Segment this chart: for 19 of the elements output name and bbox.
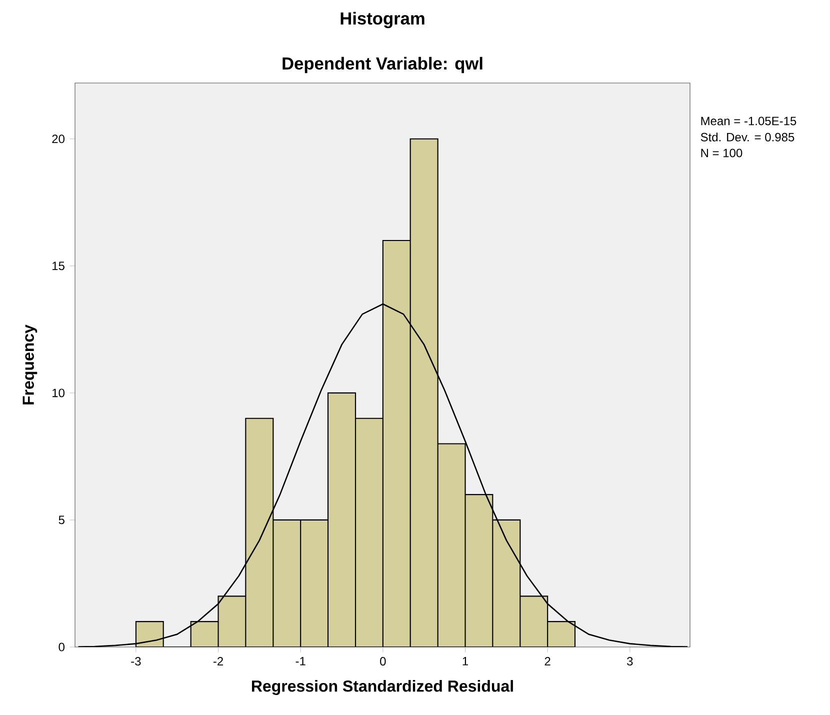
y-tick-label: 10 bbox=[52, 388, 64, 398]
y-tick-label: 5 bbox=[58, 516, 64, 524]
x-tick-label: 0 bbox=[380, 657, 386, 666]
y-axis-title: Frequency bbox=[22, 324, 38, 404]
chart-title: Histogram bbox=[340, 12, 424, 28]
y-tick-label: 20 bbox=[52, 134, 64, 144]
x-tick-label: -2 bbox=[213, 657, 223, 666]
x-tick-label: -1 bbox=[296, 657, 306, 666]
text: Mean = -1.05E-15 bbox=[701, 116, 796, 126]
chart-subtitle: Dependent Variable: qwl bbox=[282, 56, 482, 74]
x-tick-label: 1 bbox=[462, 657, 468, 666]
x-axis-title: Regression Standardized Residual bbox=[252, 680, 513, 696]
text: N = 100 bbox=[701, 148, 742, 158]
x-tick-label: 2 bbox=[544, 657, 550, 666]
x-tick-label: -3 bbox=[131, 657, 141, 666]
x-tick-label: 3 bbox=[627, 657, 633, 666]
text: Std. Dev. = 0.985 bbox=[700, 132, 794, 142]
y-tick-label: 0 bbox=[58, 642, 64, 652]
y-tick-label: 15 bbox=[52, 262, 64, 270]
